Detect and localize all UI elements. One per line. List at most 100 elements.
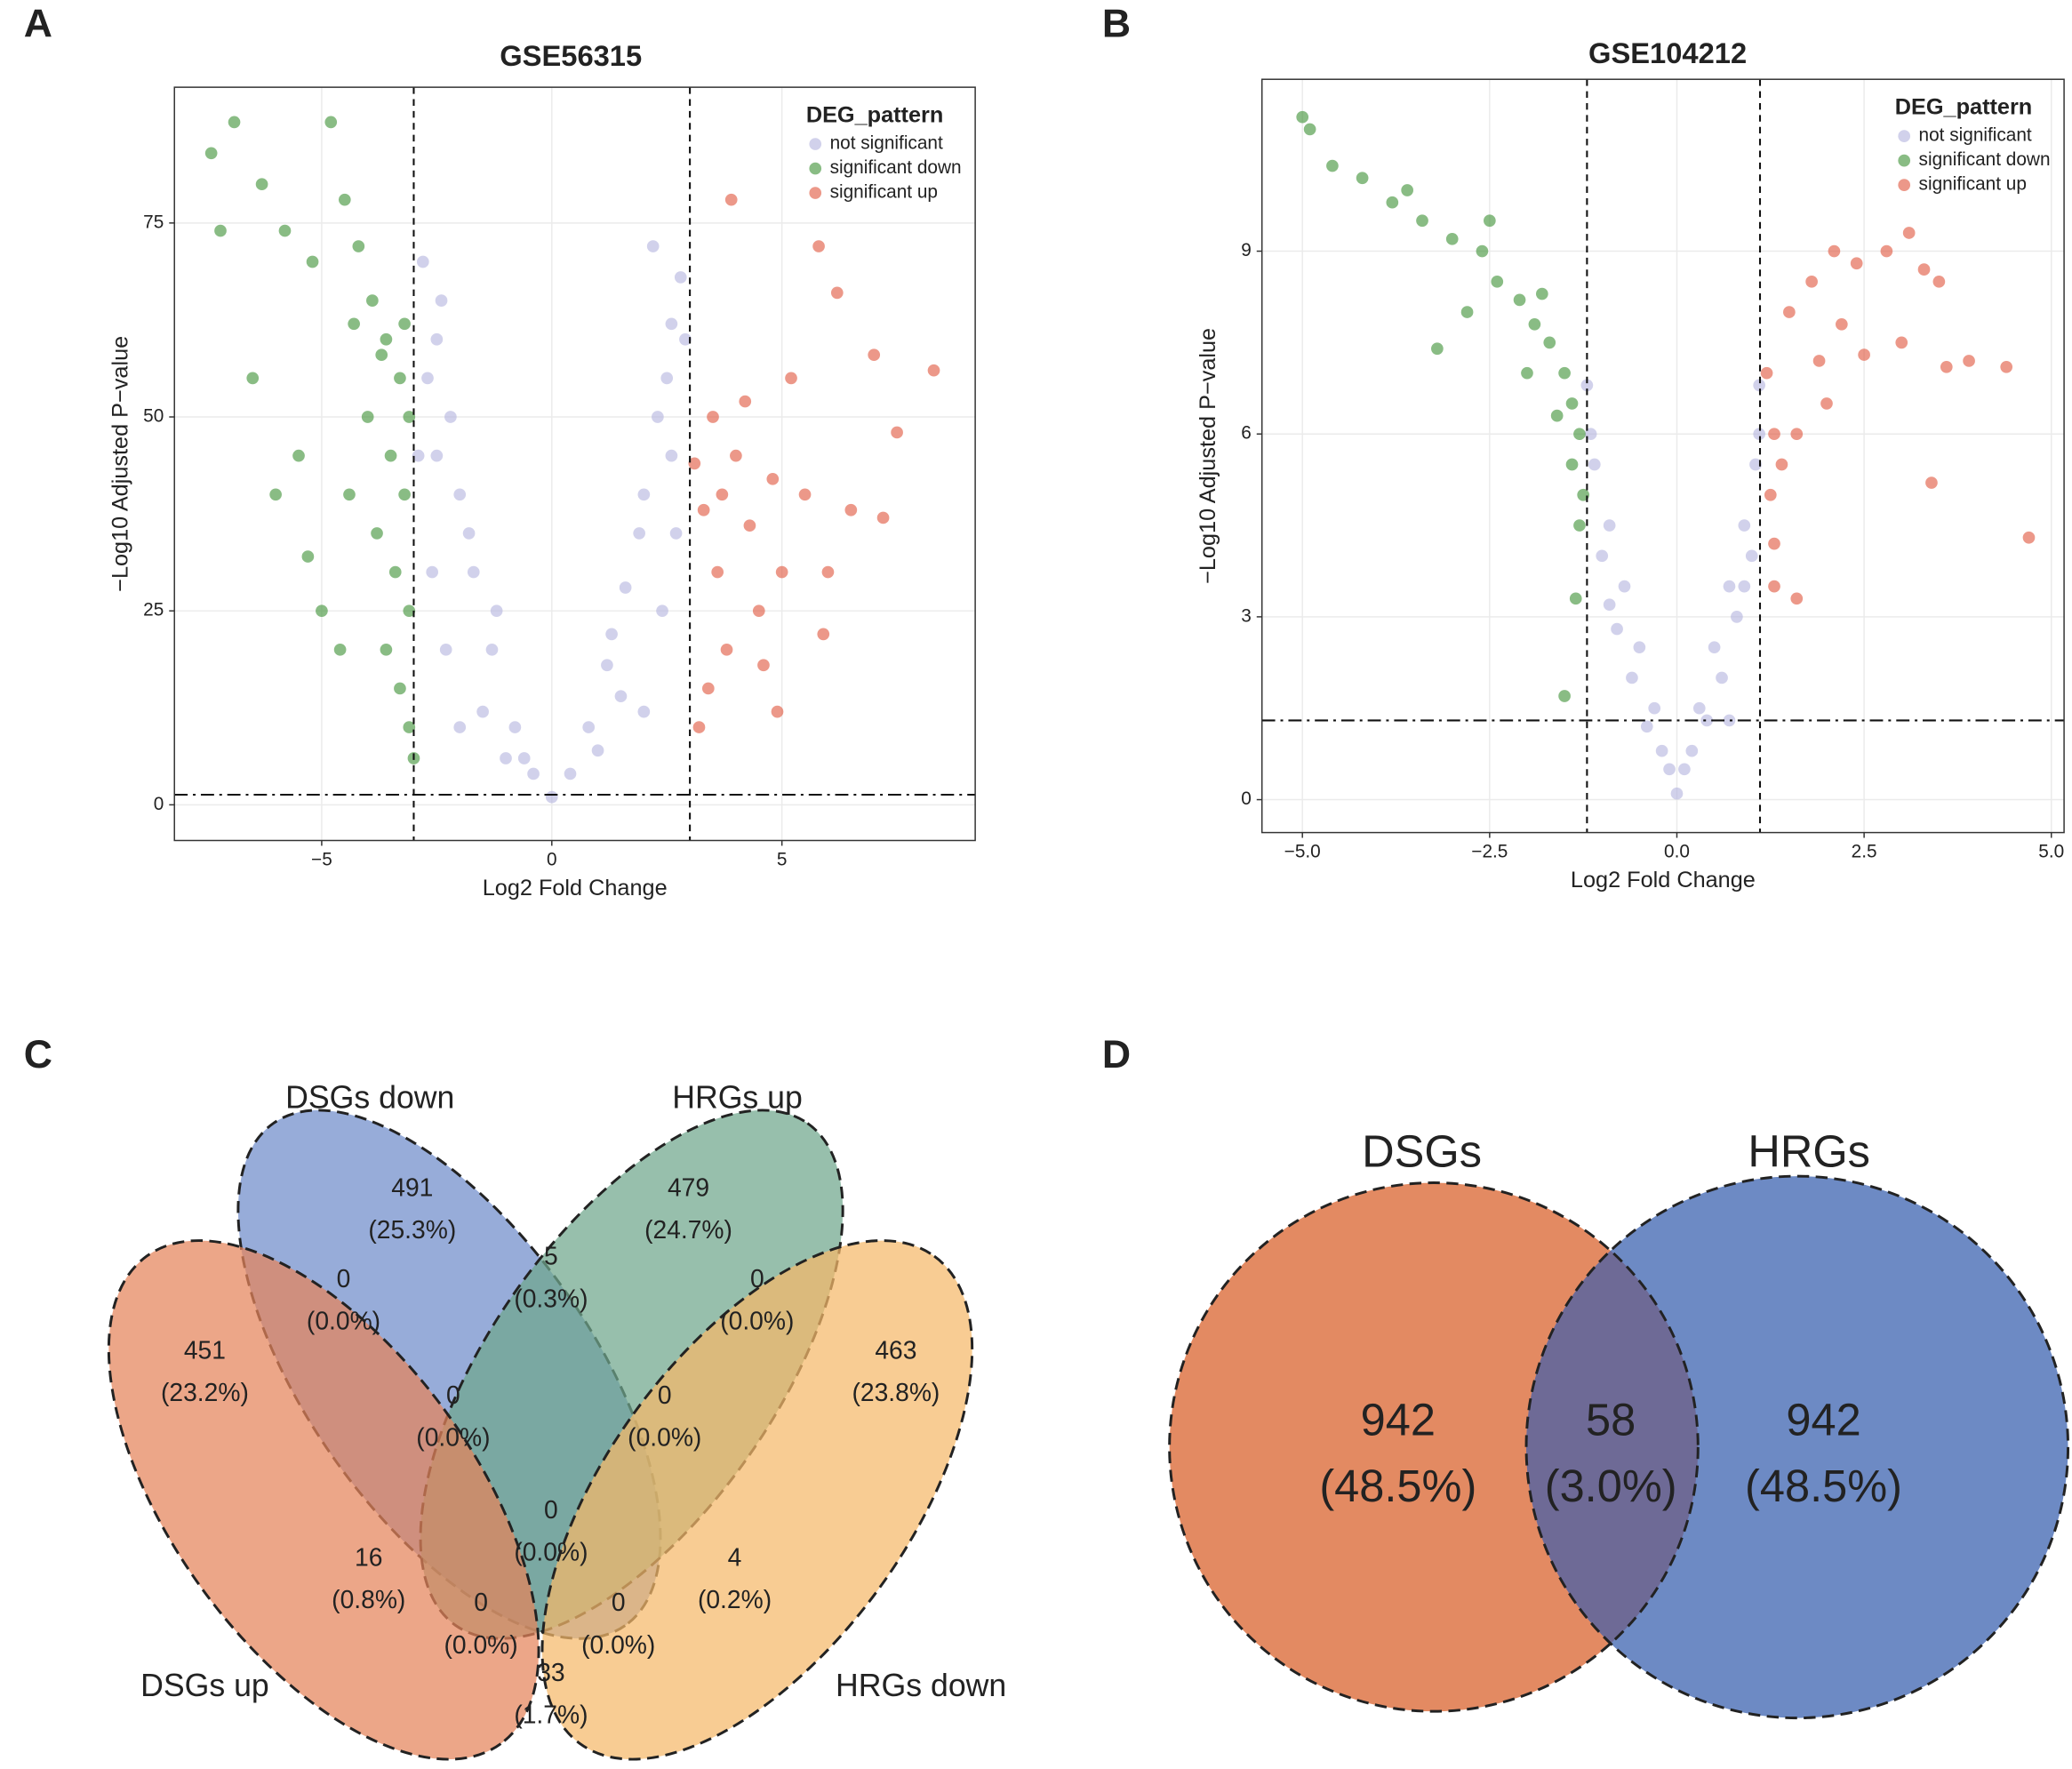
point xyxy=(766,472,780,485)
point xyxy=(1603,598,1616,612)
point xyxy=(724,193,738,206)
point xyxy=(1543,336,1556,349)
region-percent: (0.0%) xyxy=(581,1630,655,1659)
plot-background xyxy=(174,87,976,841)
point xyxy=(1326,159,1339,172)
point xyxy=(605,628,618,641)
legend-title: DEG_pattern xyxy=(1895,95,2032,120)
set-ellipse xyxy=(107,1239,540,1761)
region-percent: (1.7%) xyxy=(514,1701,588,1729)
region-percent: (23.2%) xyxy=(161,1378,249,1406)
region-count: 5 xyxy=(544,1242,558,1270)
set-outline xyxy=(1524,1174,2070,1720)
point xyxy=(876,511,890,524)
set-label: DSGs up xyxy=(140,1668,269,1703)
panel-letter: B xyxy=(1102,3,1131,46)
point xyxy=(1700,714,1714,727)
point xyxy=(707,411,719,423)
set-label: HRGs up xyxy=(672,1079,803,1115)
point xyxy=(1565,397,1579,410)
point xyxy=(1716,671,1728,684)
point xyxy=(1812,355,1826,367)
point xyxy=(1655,744,1668,757)
point xyxy=(591,744,604,757)
point xyxy=(752,604,765,618)
point xyxy=(1580,379,1594,392)
point xyxy=(435,294,448,307)
point xyxy=(1753,428,1766,441)
legend-label: significant down xyxy=(830,157,962,178)
point xyxy=(453,488,467,501)
x-tick-label: 0 xyxy=(547,849,557,869)
point xyxy=(1476,244,1489,258)
point xyxy=(467,565,480,579)
point xyxy=(444,411,457,423)
set-label: DSGs down xyxy=(285,1079,454,1115)
point xyxy=(701,682,715,695)
point xyxy=(1663,763,1676,776)
point xyxy=(1692,701,1706,715)
point xyxy=(421,372,434,385)
region-percent: (48.5%) xyxy=(1319,1461,1476,1511)
point xyxy=(830,286,844,300)
point xyxy=(476,705,489,718)
point xyxy=(1685,744,1699,757)
x-tick-label: −5 xyxy=(311,849,332,869)
region-percent: (0.0%) xyxy=(307,1307,380,1335)
point xyxy=(394,372,406,385)
set-label: HRGs down xyxy=(836,1668,1006,1703)
point xyxy=(665,449,678,462)
point xyxy=(868,348,881,362)
point xyxy=(398,317,411,331)
point xyxy=(1749,458,1762,471)
point xyxy=(343,488,356,501)
point xyxy=(1356,172,1369,185)
point xyxy=(720,643,733,656)
point xyxy=(798,488,812,501)
legend-swatch xyxy=(1898,179,1911,191)
y-tick-label: 9 xyxy=(1241,240,1252,260)
point xyxy=(1917,263,1931,276)
point xyxy=(637,705,651,718)
region-count: 4 xyxy=(728,1543,742,1572)
point xyxy=(1303,123,1316,136)
point xyxy=(637,488,651,501)
region-percent: (0.0%) xyxy=(416,1422,490,1451)
chart-title: GSE104212 xyxy=(1588,36,1747,69)
point xyxy=(1565,458,1579,471)
point xyxy=(1940,360,1953,373)
region-percent: (0.2%) xyxy=(698,1585,772,1613)
point xyxy=(1431,342,1444,356)
point xyxy=(375,348,388,362)
region-percent: (0.0%) xyxy=(514,1538,588,1566)
point xyxy=(403,604,416,618)
point xyxy=(1618,580,1631,593)
region-percent: (48.5%) xyxy=(1745,1461,1902,1511)
point xyxy=(1820,397,1833,410)
y-tick-label: 75 xyxy=(143,212,164,232)
region-count: 479 xyxy=(668,1173,709,1201)
point xyxy=(1708,641,1721,654)
point xyxy=(927,364,940,377)
point xyxy=(1558,366,1571,380)
point xyxy=(1670,787,1684,800)
point xyxy=(1588,458,1601,471)
point xyxy=(601,659,613,672)
point xyxy=(1528,317,1541,331)
point xyxy=(439,643,452,656)
legend-title: DEG_pattern xyxy=(806,103,943,128)
point xyxy=(1491,275,1504,288)
point xyxy=(771,705,784,718)
point xyxy=(1775,458,1788,471)
point xyxy=(462,527,476,540)
point xyxy=(656,604,668,618)
y-tick-label: 0 xyxy=(1241,788,1252,809)
region-count: 58 xyxy=(1586,1394,1636,1445)
point xyxy=(812,240,825,252)
point xyxy=(821,565,835,579)
legend-label: not significant xyxy=(1919,125,2032,146)
point xyxy=(338,193,351,206)
point xyxy=(1633,641,1646,654)
region-count: 451 xyxy=(184,1335,226,1364)
